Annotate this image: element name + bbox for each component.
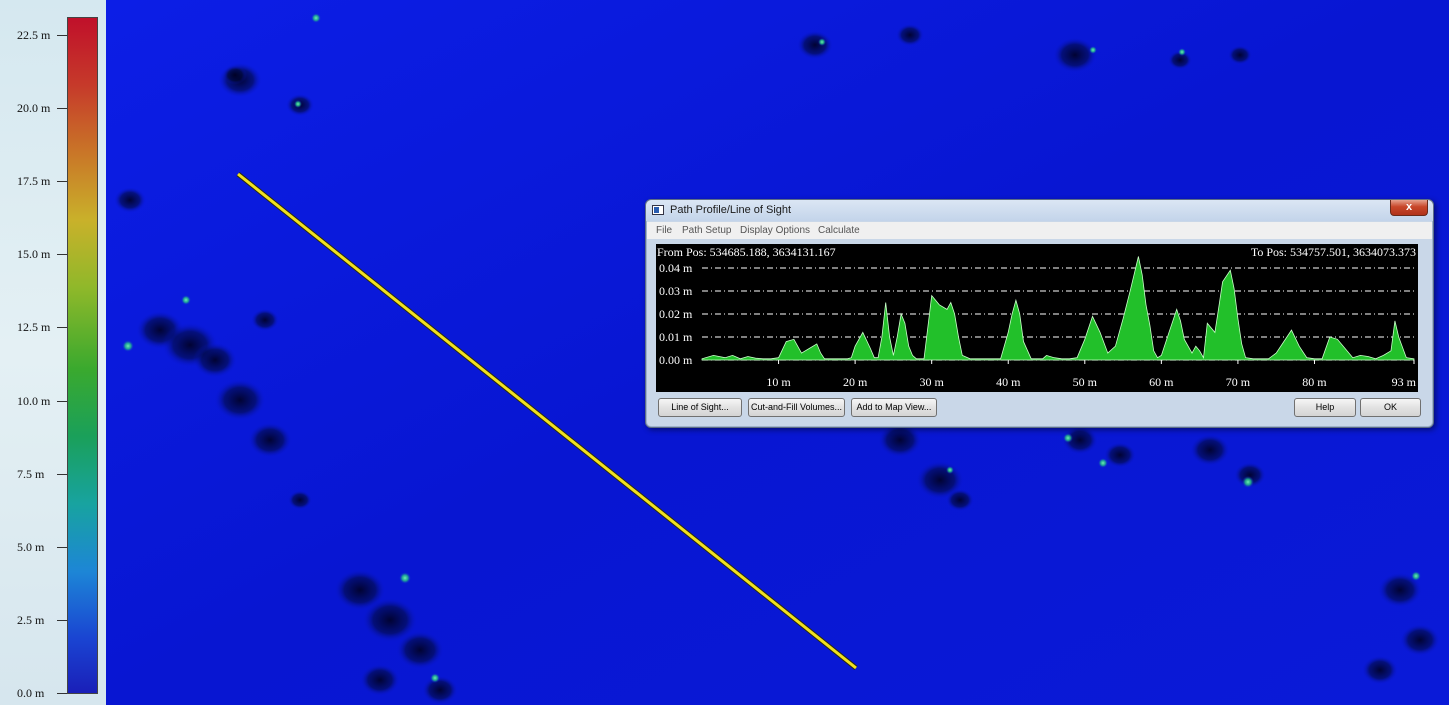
- terrain-peak: [122, 340, 134, 352]
- terrain-peak: [818, 38, 826, 46]
- y-tick-label: 0.03 m: [659, 284, 693, 298]
- dialog-titlebar[interactable]: Path Profile/Line of Sight x: [646, 200, 1433, 221]
- legend-tick-label: 20.0 m: [17, 101, 51, 116]
- terrain-peak: [946, 466, 954, 474]
- terrain-feature: [114, 187, 146, 213]
- terrain-feature: [362, 597, 418, 643]
- legend-tick-label: 22.5 m: [17, 28, 51, 42]
- terrain-feature: [946, 488, 974, 512]
- terrain-peak: [181, 295, 191, 305]
- legend-tick-mark: [57, 181, 67, 183]
- from-position: From Pos: 534685.188, 3634131.167: [657, 245, 836, 259]
- terrain-peak: [1178, 48, 1186, 56]
- to-position: To Pos: 534757.501, 3634073.373: [1251, 245, 1416, 259]
- y-tick-label: 0.02 m: [659, 307, 693, 321]
- legend-tick-label: 17.5 m: [17, 174, 51, 189]
- profile-chart[interactable]: From Pos: 534685.188, 3634131.167 To Pos:…: [656, 244, 1418, 392]
- y-tick-label: 0.00 m: [659, 353, 693, 367]
- x-tick-label: 40 m: [996, 375, 1021, 389]
- legend-tick-mark: [57, 108, 67, 110]
- terrain-feature: [396, 630, 444, 670]
- legend-tick-label: 5.0 m: [17, 539, 45, 554]
- terrain-feature: [360, 664, 400, 696]
- menu-display-options[interactable]: Display Options: [740, 225, 811, 236]
- terrain-feature: [248, 422, 292, 458]
- x-tick-label: 93 m: [1392, 375, 1417, 389]
- terrain-peak: [1411, 571, 1421, 581]
- terrain-feature: [193, 342, 237, 378]
- ok-button[interactable]: OK: [1360, 398, 1421, 417]
- menu-calculate[interactable]: Calculate: [818, 225, 860, 236]
- path-profile-dialog[interactable]: Path Profile/Line of Sight x File Path S…: [645, 199, 1434, 428]
- terrain-peak: [1063, 433, 1073, 443]
- profile-area: [701, 256, 1415, 361]
- elevation-legend: 22.5 m 20.0 m 17.5 m 15.0 m 12.5 m 10.0 m 7.5 …: [0, 0, 106, 705]
- help-button[interactable]: Help: [1294, 398, 1356, 417]
- legend-tick-label: 0.0 m: [17, 686, 45, 700]
- dialog-title: Path Profile/Line of Sight: [670, 204, 792, 216]
- terrain-feature: [1053, 37, 1097, 73]
- terrain-feature: [797, 30, 833, 60]
- menu-file[interactable]: File: [656, 225, 673, 236]
- cut-fill-volumes-button[interactable]: Cut-and-Fill Volumes...: [748, 398, 845, 417]
- terrain-feature: [878, 422, 922, 458]
- legend-tick-label: 15.0 m: [17, 247, 51, 262]
- terrain-feature: [1234, 462, 1266, 488]
- legend-tick-mark: [57, 546, 67, 548]
- terrain-feature: [1190, 434, 1230, 466]
- terrain-peak: [1242, 476, 1254, 488]
- legend-tick-label: 7.5 m: [17, 466, 45, 481]
- terrain-feature: [1400, 624, 1440, 656]
- legend-tick-mark: [57, 693, 67, 694]
- terrain-peak: [430, 673, 440, 683]
- x-tick-label: 80 m: [1302, 375, 1327, 389]
- legend-tick-mark: [57, 400, 67, 402]
- terrain-peak: [311, 13, 321, 23]
- x-tick-label: 20 m: [843, 375, 868, 389]
- x-tick-label: 10 m: [766, 375, 791, 389]
- legend-tick-label: 10.0 m: [17, 393, 51, 408]
- legend-tick-mark: [57, 35, 67, 36]
- terrain-feature: [288, 490, 312, 510]
- terrain-peak: [1089, 46, 1097, 54]
- legend-tick-mark: [57, 619, 67, 621]
- terrain-peak: [399, 572, 411, 584]
- path-line-highlight: [237, 172, 857, 670]
- terrain-peak: [294, 100, 302, 108]
- terrain-feature: [1378, 572, 1422, 608]
- color-scale-bar: [67, 17, 98, 694]
- terrain-feature: [214, 379, 266, 421]
- terrain-feature: [223, 65, 247, 85]
- y-tick-label: 0.01 m: [659, 330, 693, 344]
- x-tick-label: 60 m: [1149, 375, 1174, 389]
- line-of-sight-button[interactable]: Line of Sight...: [658, 398, 742, 417]
- terrain-feature: [1228, 45, 1252, 65]
- x-tick-label: 30 m: [920, 375, 945, 389]
- legend-tick-mark: [57, 254, 67, 256]
- window-icon: [652, 205, 664, 215]
- terrain-feature: [422, 675, 458, 705]
- menu-path-setup[interactable]: Path Setup: [682, 225, 732, 236]
- add-to-map-view-button[interactable]: Add to Map View...: [851, 398, 937, 417]
- legend-tick-mark: [57, 327, 67, 329]
- menu-bar: File Path Setup Display Options Calculat…: [647, 222, 1432, 239]
- terrain-peak: [1098, 458, 1108, 468]
- x-tick-label: 70 m: [1226, 375, 1251, 389]
- terrain-feature: [1062, 425, 1098, 455]
- terrain-feature: [896, 23, 924, 47]
- profile-plot[interactable]: From Pos: 534685.188, 3634131.167 To Pos:…: [656, 244, 1418, 392]
- terrain-feature: [1362, 655, 1398, 685]
- y-tick-label: 0.04 m: [659, 261, 693, 275]
- terrain-feature: [334, 569, 386, 611]
- close-button[interactable]: x: [1390, 200, 1428, 216]
- legend-tick-label: 2.5 m: [17, 612, 45, 627]
- legend-tick-label: 12.5 m: [17, 320, 51, 335]
- terrain-feature: [1104, 442, 1136, 468]
- x-tick-label: 50 m: [1073, 375, 1098, 389]
- terrain-feature: [1168, 50, 1192, 70]
- legend-tick-mark: [57, 473, 67, 475]
- terrain-feature: [251, 308, 279, 332]
